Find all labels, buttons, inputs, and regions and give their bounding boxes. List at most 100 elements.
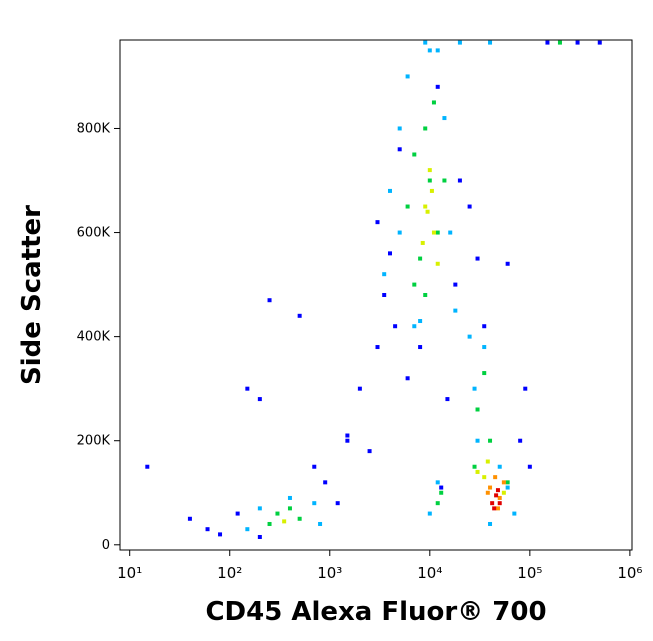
point	[257, 506, 262, 511]
point	[423, 40, 428, 45]
y-tick-label: 0	[102, 538, 110, 553]
point	[472, 386, 477, 391]
point	[435, 84, 440, 89]
point	[418, 319, 423, 324]
point	[297, 313, 302, 318]
point	[488, 485, 493, 490]
point	[475, 469, 480, 474]
point	[375, 345, 380, 350]
point	[397, 126, 402, 131]
point	[494, 493, 499, 498]
point	[448, 230, 453, 235]
point	[497, 495, 502, 500]
point	[335, 501, 340, 506]
point	[467, 204, 472, 209]
point	[367, 449, 372, 454]
point	[505, 480, 510, 485]
point	[387, 251, 392, 256]
point	[482, 475, 487, 480]
point	[482, 345, 487, 350]
point	[485, 459, 490, 464]
point	[518, 438, 523, 443]
point	[431, 230, 436, 235]
point	[505, 485, 510, 490]
point	[423, 293, 428, 297]
point	[445, 397, 450, 402]
x-tick-label: 10⁵	[517, 564, 542, 582]
point	[382, 272, 387, 277]
point	[393, 324, 398, 329]
point	[357, 386, 362, 391]
point	[257, 534, 262, 539]
plot-frame	[119, 39, 633, 551]
point	[245, 386, 250, 391]
point	[435, 48, 440, 53]
point	[145, 464, 150, 469]
point	[427, 178, 432, 183]
point	[257, 397, 262, 402]
x-axis-title: CD45 Alexa Fluor® 700	[205, 597, 546, 627]
point	[418, 256, 423, 261]
point	[435, 501, 440, 506]
point	[485, 490, 490, 495]
point	[412, 152, 417, 157]
point	[375, 220, 380, 225]
point	[387, 188, 392, 193]
point	[557, 40, 562, 45]
point	[453, 308, 458, 313]
point	[501, 480, 506, 485]
x-tick-label: 10¹	[117, 564, 142, 582]
point	[287, 495, 292, 500]
point	[482, 324, 487, 329]
point	[435, 261, 440, 266]
point	[218, 532, 223, 537]
point	[442, 116, 447, 121]
point	[497, 464, 502, 469]
point	[275, 511, 280, 516]
point	[523, 386, 528, 391]
point	[382, 293, 387, 297]
point	[488, 438, 493, 443]
point	[472, 464, 477, 469]
point	[405, 74, 410, 79]
point	[527, 464, 532, 469]
point	[312, 501, 317, 506]
point	[429, 188, 434, 193]
point	[323, 480, 328, 485]
point	[457, 40, 462, 45]
point	[287, 506, 292, 511]
point	[490, 501, 495, 506]
point	[439, 485, 444, 490]
point	[439, 490, 444, 495]
point	[245, 527, 250, 532]
y-axis-title: Side Scatter	[17, 205, 47, 385]
point	[488, 521, 493, 526]
x-tick-label: 10⁴	[417, 564, 442, 582]
point	[397, 147, 402, 152]
y-tick-label: 400K	[77, 330, 111, 345]
point	[423, 204, 428, 209]
point	[297, 516, 302, 521]
point	[187, 516, 192, 521]
point	[405, 204, 410, 209]
point	[467, 334, 472, 339]
point	[545, 40, 550, 45]
point	[312, 464, 317, 469]
point	[397, 230, 402, 235]
point	[512, 511, 517, 516]
point	[420, 240, 425, 245]
point	[427, 511, 432, 516]
point	[423, 126, 428, 131]
x-tick-label: 10³	[317, 564, 342, 582]
y-tick-label: 800K	[77, 121, 111, 136]
point	[501, 490, 506, 495]
point	[505, 261, 510, 266]
point	[425, 209, 430, 214]
point	[235, 511, 240, 516]
y-tick-label: 200K	[77, 434, 111, 449]
point	[412, 282, 417, 287]
point	[493, 475, 498, 480]
point	[412, 324, 417, 329]
point	[495, 488, 500, 493]
